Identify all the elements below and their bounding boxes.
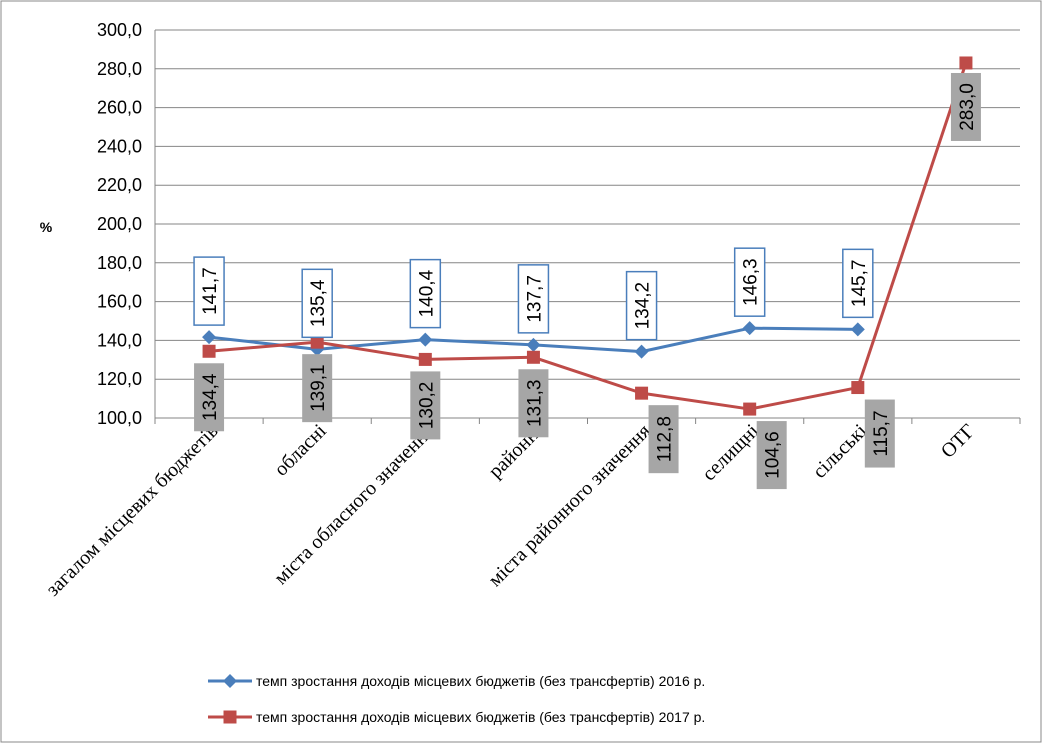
- y-tick-label: 220,0: [97, 175, 142, 195]
- data-point: [635, 387, 648, 400]
- y-tick-label: 140,0: [97, 330, 142, 350]
- y-tick-label: 120,0: [97, 369, 142, 389]
- data-label: 134,4: [200, 373, 221, 421]
- legend-label: темп зростання доходів місцевих бюджетів…: [256, 709, 705, 725]
- legend-label: темп зростання доходів місцевих бюджетів…: [256, 673, 705, 689]
- data-label: 134,2: [633, 282, 654, 330]
- y-tick-label: 180,0: [97, 253, 142, 273]
- y-tick-label: 260,0: [97, 98, 142, 118]
- data-point: [851, 381, 864, 394]
- y-tick-label: 100,0: [97, 408, 142, 428]
- data-label: 112,8: [655, 416, 676, 462]
- data-label: 130,2: [416, 382, 437, 430]
- data-label: 141,7: [200, 267, 221, 315]
- data-point: [527, 351, 540, 364]
- y-tick-label: 240,0: [97, 136, 142, 156]
- data-label: 146,3: [741, 258, 762, 306]
- data-point: [419, 353, 432, 366]
- data-label: 104,6: [763, 431, 784, 479]
- y-tick-label: 160,0: [97, 292, 142, 312]
- data-label: 283,0: [957, 83, 978, 131]
- data-label: 140,4: [416, 269, 437, 317]
- data-label: 131,3: [524, 380, 545, 428]
- data-point: [743, 403, 756, 416]
- data-label: 139,1: [308, 364, 329, 412]
- y-axis-label: %: [40, 219, 53, 235]
- y-tick-label: 280,0: [97, 59, 142, 79]
- data-label: 115,7: [871, 410, 892, 456]
- data-label: 135,4: [308, 279, 329, 327]
- data-label: 145,7: [849, 260, 870, 308]
- data-point: [959, 56, 972, 69]
- y-tick-label: 200,0: [97, 214, 142, 234]
- data-point: [203, 345, 216, 358]
- data-label: 137,7: [524, 275, 545, 323]
- legend-marker: [224, 711, 237, 724]
- y-tick-label: 300,0: [97, 20, 142, 40]
